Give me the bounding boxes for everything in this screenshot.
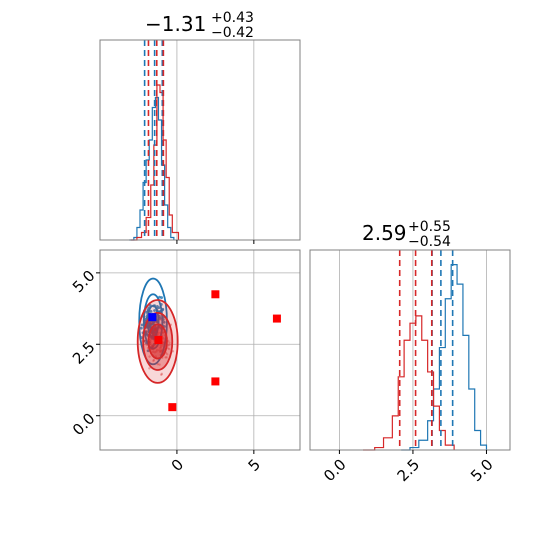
title-param-2-plus: +0.55 bbox=[408, 219, 451, 235]
x-tick-label: 2.5 bbox=[394, 456, 424, 486]
sample-point-red bbox=[143, 339, 146, 343]
y-tick-label: 5.0 bbox=[69, 267, 99, 297]
histogram-param-1-panel bbox=[99, 39, 301, 244]
histogram-series-blue bbox=[129, 96, 175, 241]
sample-point-red bbox=[150, 321, 153, 324]
sample-point-red bbox=[168, 341, 171, 344]
y-tick-label: 0.0 bbox=[69, 410, 99, 440]
x-tick-label: 0.0 bbox=[320, 456, 350, 486]
sample-point-blue bbox=[162, 320, 166, 324]
title-param-1-plus: +0.43 bbox=[211, 10, 254, 26]
title-param-1: −1.31 bbox=[145, 12, 206, 36]
axes-frame bbox=[99, 249, 301, 451]
sample-point-red bbox=[153, 321, 156, 325]
sample-point-blue bbox=[149, 310, 153, 313]
sample-point-blue bbox=[160, 296, 163, 299]
sample-point-blue bbox=[144, 317, 148, 321]
title-param-2: 2.59 bbox=[362, 221, 407, 245]
x-tick-label: 5 bbox=[245, 456, 264, 475]
histogram-param-2-panel: 0.0 2.5 5.0 bbox=[309, 249, 511, 486]
sample-point-red bbox=[160, 372, 163, 376]
sample-point-red bbox=[155, 321, 158, 324]
sample-point-red bbox=[152, 359, 155, 363]
truth-marker-red bbox=[211, 290, 220, 299]
sample-point-red bbox=[152, 358, 156, 362]
sample-point-red bbox=[148, 355, 151, 358]
sample-point-red bbox=[165, 356, 168, 359]
histogram-series-blue bbox=[401, 264, 488, 451]
sample-point-blue bbox=[139, 326, 143, 330]
truth-marker-blue bbox=[148, 313, 157, 322]
sample-point-red bbox=[160, 373, 163, 376]
truth-marker-red bbox=[211, 377, 220, 386]
title-param-1-minus: −0.42 bbox=[211, 25, 254, 41]
sample-point-blue bbox=[153, 309, 156, 312]
x-tick-label: 0 bbox=[168, 456, 187, 475]
sample-point-red bbox=[167, 343, 171, 347]
sample-point-blue bbox=[158, 295, 161, 299]
sample-point-blue bbox=[157, 306, 161, 310]
sample-point-blue bbox=[149, 323, 153, 327]
sample-point-red bbox=[145, 329, 149, 333]
scatter-contour-panel: 0 5 0.0 2.5 5.0 bbox=[69, 249, 301, 475]
truth-marker-red bbox=[154, 336, 163, 344]
title-param-2-minus: −0.54 bbox=[408, 234, 451, 250]
y-tick-label: 2.5 bbox=[69, 338, 99, 368]
axes-frame bbox=[99, 39, 301, 241]
truth-marker-red bbox=[168, 403, 177, 412]
axes-frame bbox=[309, 249, 511, 451]
sample-point-red bbox=[149, 322, 153, 325]
sample-point-red bbox=[164, 356, 167, 359]
sample-point-red bbox=[148, 367, 151, 370]
x-tick-label: 5.0 bbox=[467, 456, 497, 486]
sample-point-red bbox=[167, 347, 171, 351]
truth-marker-red bbox=[272, 314, 281, 323]
sample-point-blue bbox=[140, 323, 144, 327]
sample-point-red bbox=[166, 353, 169, 356]
sample-point-red bbox=[158, 363, 161, 366]
